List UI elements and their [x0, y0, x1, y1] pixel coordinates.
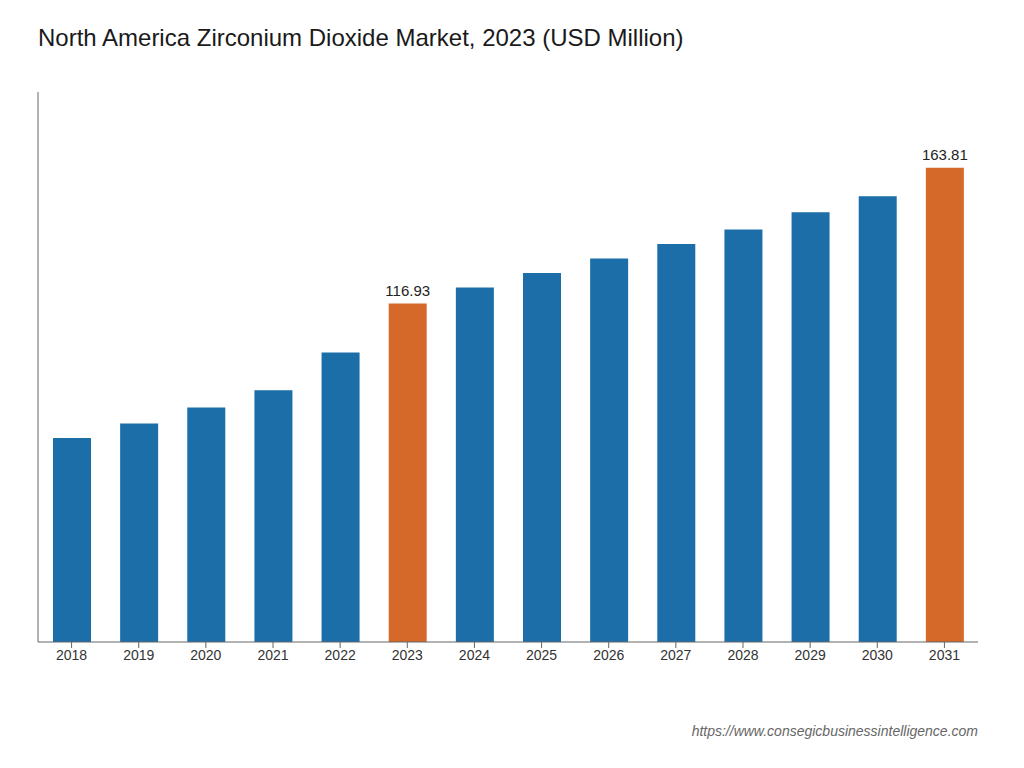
svg-text:2024: 2024 — [459, 647, 490, 663]
svg-text:2031: 2031 — [929, 647, 960, 663]
svg-text:2029: 2029 — [795, 647, 826, 663]
svg-text:2030: 2030 — [862, 647, 893, 663]
svg-text:2018: 2018 — [56, 647, 87, 663]
svg-text:116.93: 116.93 — [385, 282, 430, 299]
html-text:https://www.consegicbusinessin: https://www.consegicbusinessintelligence… — [691, 723, 978, 739]
svg-text:163.81: 163.81 — [922, 146, 968, 163]
svg-text:2025: 2025 — [526, 647, 557, 663]
svg-text:2021: 2021 — [257, 647, 288, 663]
svg-text:2023: 2023 — [392, 647, 423, 663]
svg-text:2026: 2026 — [593, 647, 624, 663]
html-text:North America Zirconium Dioxid: North America Zirconium Dioxide Market, … — [38, 24, 684, 51]
svg-text:2027: 2027 — [660, 647, 691, 663]
svg-text:2022: 2022 — [325, 647, 356, 663]
svg-text:2020: 2020 — [190, 647, 221, 663]
svg-text:2019: 2019 — [123, 647, 154, 663]
svg-text:2028: 2028 — [727, 647, 758, 663]
